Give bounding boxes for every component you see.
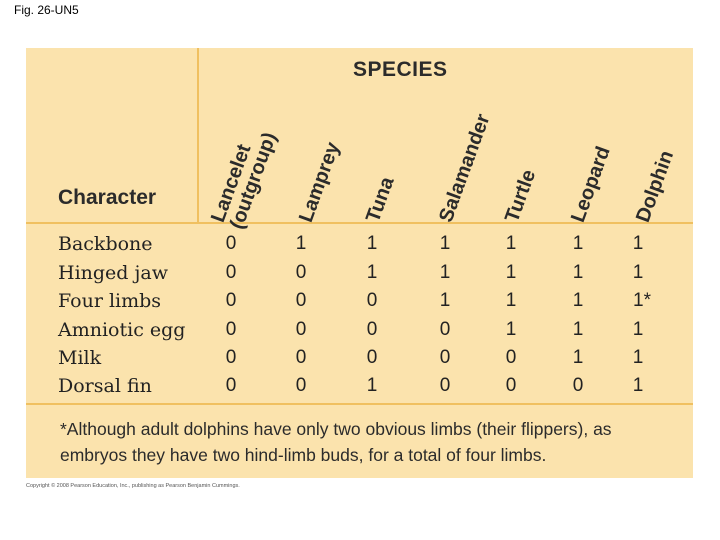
row-label: Milk [58, 347, 102, 369]
species-header: SPECIES [353, 58, 448, 81]
table-cell: 0 [366, 319, 378, 340]
table-cell: 0 [366, 290, 378, 311]
copyright-notice: Copyright © 2008 Pearson Education, Inc.… [26, 483, 240, 489]
table-cell: 1 [439, 233, 451, 254]
table-cell: 1 [632, 262, 644, 283]
table-cell: 1 [505, 233, 517, 254]
table-cell: 1 [505, 319, 517, 340]
row-label: Amniotic egg [58, 319, 186, 341]
table-cell: 1 [572, 290, 584, 311]
table-cell-footnoted: 1* [633, 290, 651, 311]
row-label: Backbone [58, 233, 153, 255]
table-cell: 1 [505, 290, 517, 311]
table-cell: 1 [632, 375, 644, 396]
table-cell: 0 [295, 347, 307, 368]
table-cell: 0 [505, 375, 517, 396]
table-cell: 1 [572, 319, 584, 340]
table-cell: 1 [632, 347, 644, 368]
table-footnote: *Although adult dolphins have only two o… [60, 419, 612, 465]
table-cell: 1 [439, 290, 451, 311]
table-cell: 1 [439, 262, 451, 283]
table-cell: 0 [439, 347, 451, 368]
row-label: Dorsal fin [58, 375, 152, 397]
table-cell: 1 [366, 233, 378, 254]
header-divider-vertical [197, 48, 199, 222]
table-cell: 0 [295, 262, 307, 283]
table-cell: 1 [505, 262, 517, 283]
table-cell: 0 [295, 290, 307, 311]
character-header: Character [58, 186, 157, 209]
table-cell: 0 [225, 290, 237, 311]
table-cell: 0 [225, 347, 237, 368]
row-label: Hinged jaw [58, 262, 168, 284]
table-cell: 0 [439, 375, 451, 396]
table-cell: 1 [366, 375, 378, 396]
table-cell: 0 [225, 262, 237, 283]
table-cell: 1 [632, 233, 644, 254]
table-cell: 0 [439, 319, 451, 340]
row-label: Four limbs [58, 290, 162, 312]
header-divider-horizontal [26, 222, 693, 224]
character-table-panel [26, 48, 693, 478]
table-cell: 0 [225, 319, 237, 340]
table-cell: 1 [572, 262, 584, 283]
table-cell: 0 [505, 347, 517, 368]
table-cell: 0 [295, 319, 307, 340]
table-cell: 0 [225, 375, 237, 396]
table-cell: 0 [572, 375, 584, 396]
table-cell: 1 [572, 347, 584, 368]
table-cell: 1 [632, 319, 644, 340]
table-cell: 0 [295, 375, 307, 396]
table-cell: 0 [366, 347, 378, 368]
table-cell: 1 [572, 233, 584, 254]
footnote-divider [26, 403, 693, 405]
figure-label: Fig. 26-UN5 [14, 3, 79, 17]
table-cell: 1 [295, 233, 307, 254]
table-cell: 0 [225, 233, 237, 254]
table-cell: 1 [366, 262, 378, 283]
